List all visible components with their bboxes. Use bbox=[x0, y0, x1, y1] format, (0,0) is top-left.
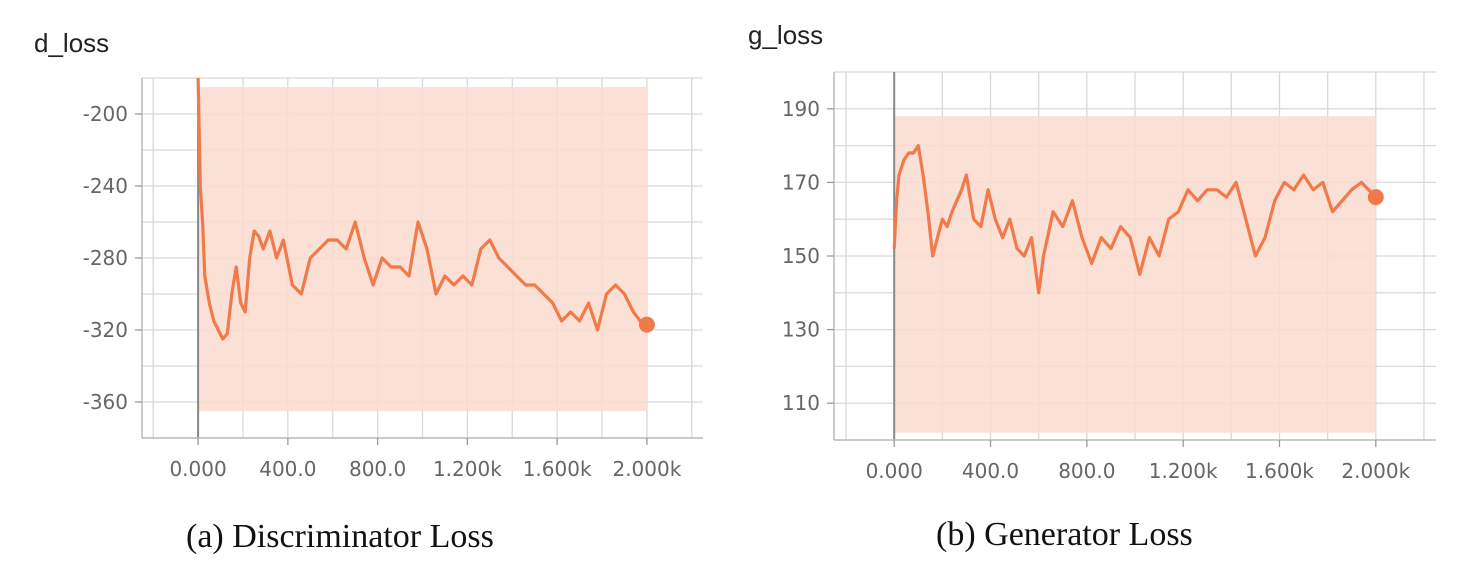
chart-panel-g-loss: g_loss 0.000 400.0 800.0 1.200k 1.600k 2.000k… bbox=[736, 0, 1472, 566]
chart-title: g_loss bbox=[748, 20, 824, 50]
x-tick-label: 1.200k bbox=[1149, 459, 1218, 483]
series-end-point bbox=[638, 316, 655, 333]
x-tick-label: 0.000 bbox=[866, 459, 923, 483]
chart-title: d_loss bbox=[34, 28, 110, 58]
y-tick-label: 150 bbox=[782, 244, 820, 268]
x-tick-label: 1.200k bbox=[433, 457, 502, 481]
x-tick-label: 1.600k bbox=[1245, 459, 1314, 483]
y-tick-label: -240 bbox=[83, 174, 128, 198]
x-tick-label: 1.600k bbox=[523, 457, 592, 481]
x-tick-label: 0.000 bbox=[169, 457, 226, 481]
figure-caption: (a) Discriminator Loss bbox=[186, 518, 494, 555]
series-line-smoothed bbox=[196, 77, 648, 341]
chart-panel-d-loss: d_loss 0.000 400.0 800.0 1.200k 1.600k 2.000k… bbox=[34, 28, 703, 555]
x-tick-label: 400.0 bbox=[259, 457, 316, 481]
series-end-point bbox=[1367, 189, 1384, 206]
raw-values-band bbox=[198, 87, 647, 411]
y-tick-label: 130 bbox=[782, 318, 820, 342]
series-line-smoothed bbox=[892, 144, 1377, 295]
x-tick-label: 800.0 bbox=[1058, 459, 1115, 483]
raw-values-band bbox=[894, 116, 1376, 433]
chart-plot-d-loss: 0.000 400.0 800.0 1.200k 1.600k 2.000k -200 -24… bbox=[83, 77, 703, 481]
figure-caption: (b) Generator Loss bbox=[936, 516, 1193, 553]
y-tick-label: 190 bbox=[782, 97, 820, 121]
y-tick-label: -320 bbox=[83, 318, 128, 342]
y-tick-label: 170 bbox=[782, 170, 820, 194]
chart-plot-g-loss: 0.000 400.0 800.0 1.200k 1.600k 2.000k 190 170 1… bbox=[782, 71, 1436, 483]
x-tick-label: 400.0 bbox=[962, 459, 1019, 483]
x-tick-label: 800.0 bbox=[349, 457, 406, 481]
y-tick-label: -280 bbox=[83, 246, 128, 270]
x-tick-label: 2.000k bbox=[612, 457, 681, 481]
x-tick-label: 2.000k bbox=[1341, 459, 1410, 483]
y-tick-label: 110 bbox=[782, 391, 820, 415]
y-tick-label: -360 bbox=[83, 390, 128, 414]
y-tick-label: -200 bbox=[83, 102, 128, 126]
